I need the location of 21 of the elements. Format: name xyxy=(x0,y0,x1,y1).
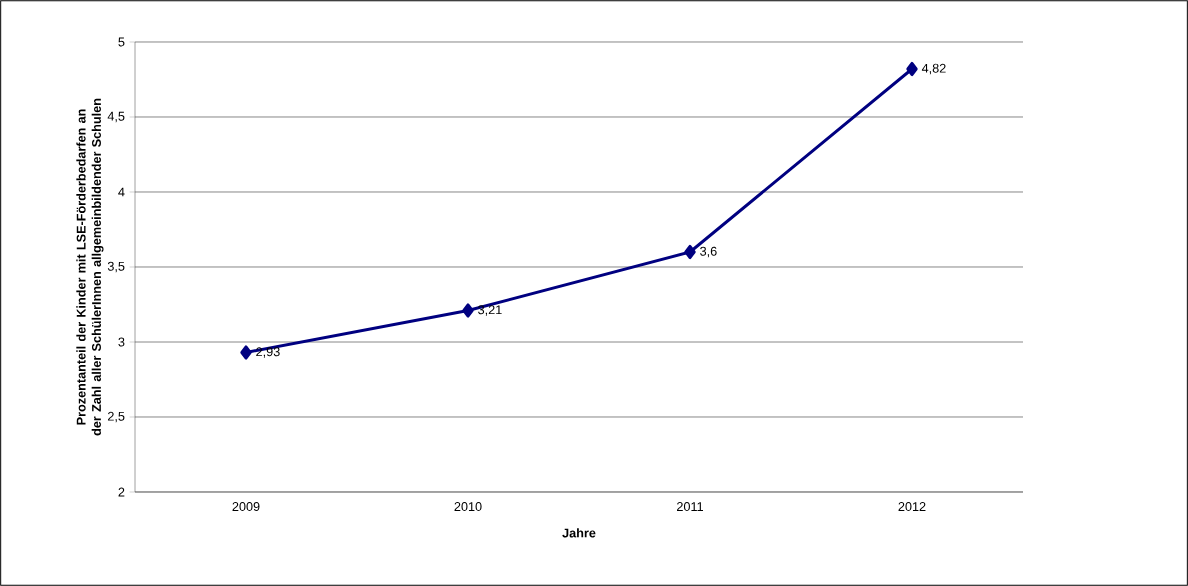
y-tick-label: 4,5 xyxy=(107,111,125,123)
x-tick-label: 2009 xyxy=(232,502,260,512)
x-tick-label: 2011 xyxy=(677,502,703,512)
y-axis-title: Prozentanteil der Kinder mit LSE-Förderbedarfen an der Zahl aller SchülerInnen allgemeinbildender Schulen xyxy=(76,98,104,436)
y-tick-label: 3,5 xyxy=(107,261,125,273)
y-tick-label: 5 xyxy=(118,37,125,47)
data-label: 4,82 xyxy=(921,63,946,75)
y-tick-label: 2,5 xyxy=(107,411,125,423)
data-label: 3,6 xyxy=(700,246,717,258)
x-tick-label: 2012 xyxy=(898,502,926,512)
y-tick-label: 3 xyxy=(118,337,125,347)
y-tick-label: 2 xyxy=(118,487,125,497)
x-axis-title: Jahre xyxy=(562,528,596,538)
data-label: 3,21 xyxy=(478,305,502,316)
data-label: 2,93 xyxy=(256,347,280,358)
point xyxy=(906,61,918,77)
point xyxy=(684,244,696,260)
point xyxy=(240,345,252,360)
x-tick-label: 2010 xyxy=(454,502,482,512)
y-tick-label: 4 xyxy=(118,187,125,197)
point xyxy=(462,303,474,318)
